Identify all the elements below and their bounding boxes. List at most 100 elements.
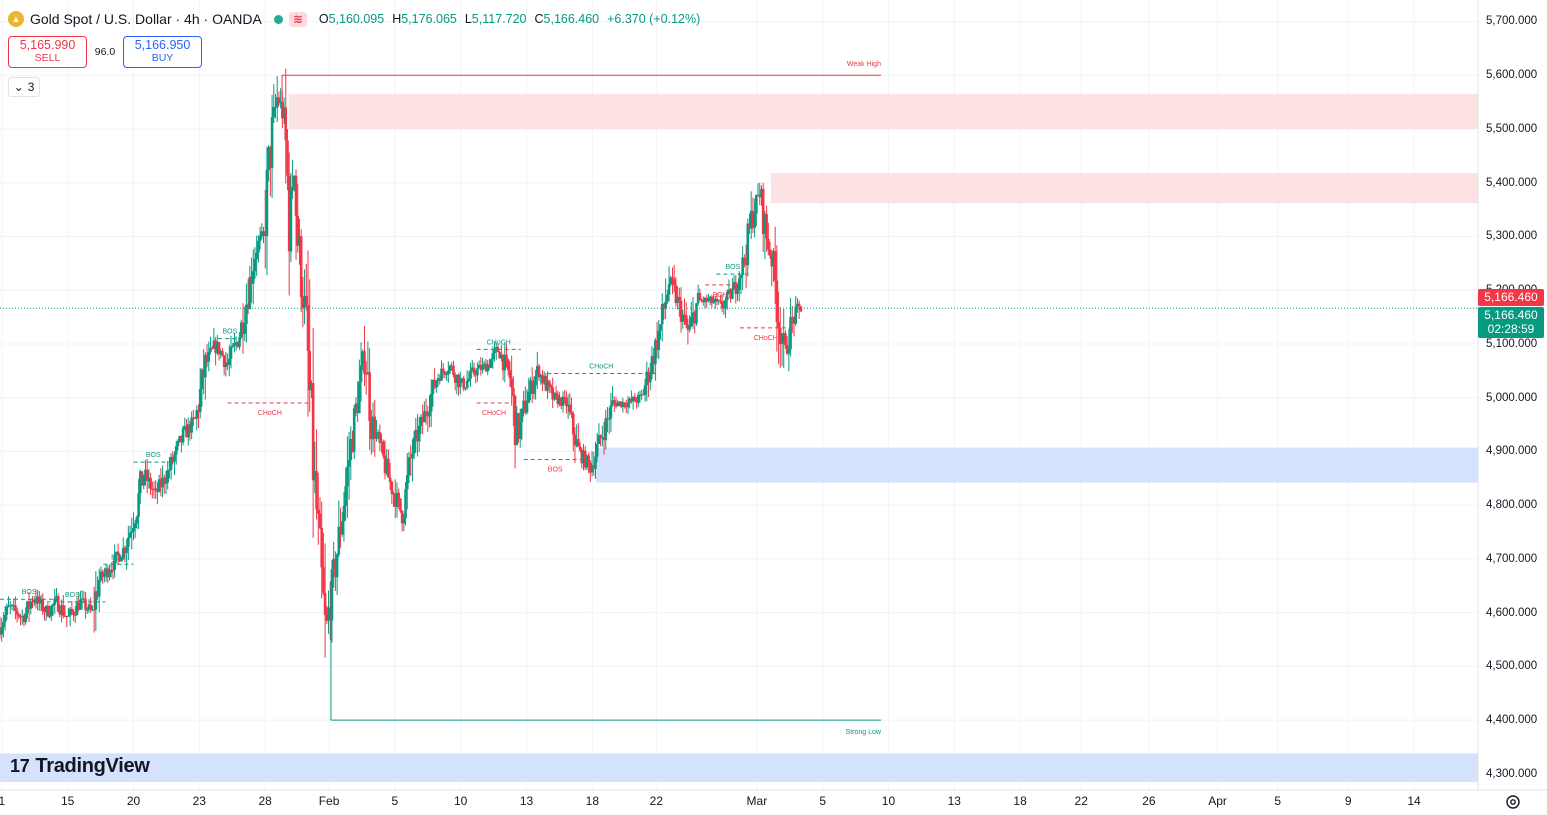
candle-body: [253, 259, 257, 272]
candle-body: [248, 276, 252, 309]
candle-body: [731, 288, 734, 299]
candle-body: [428, 411, 431, 417]
candle-body: [157, 479, 161, 492]
candle-body: [106, 568, 110, 578]
candle-body: [554, 392, 558, 395]
time-tick-label: 18: [1013, 794, 1027, 808]
candle-body: [12, 604, 15, 606]
tradingview-logo[interactable]: 17 TradingView: [10, 755, 150, 778]
candle-body: [551, 387, 555, 400]
candle-body: [537, 365, 541, 378]
candle-body: [577, 439, 580, 447]
structure-label: EQH: [713, 292, 728, 299]
candle-body: [17, 614, 21, 617]
candle-body: [316, 509, 320, 514]
candle-body: [60, 605, 63, 615]
candle-body: [662, 303, 666, 309]
candle-body: [320, 527, 324, 568]
time-tick-label: 20: [126, 794, 141, 808]
candle-body: [108, 572, 111, 578]
candle-body: [749, 210, 753, 229]
candle-body: [611, 400, 614, 405]
candle-body: [746, 223, 750, 266]
candle-body: [147, 477, 151, 482]
candle-body: [210, 347, 214, 349]
candle-body: [619, 401, 623, 407]
candle-body: [599, 435, 602, 439]
candle-body: [695, 303, 698, 324]
symbol-title[interactable]: Gold Spot / U.S. Dollar · 4h · OANDA: [30, 11, 262, 27]
current-price-tag: 5,166.460 02:28:59: [1478, 307, 1544, 338]
candle-body: [672, 279, 676, 286]
candle-body: [715, 298, 719, 301]
candle-body: [748, 223, 751, 229]
indicators-toggle-button[interactable]: ⌄ 3: [8, 77, 40, 97]
candle-body: [744, 261, 748, 266]
candle-body: [676, 296, 679, 304]
candle-body: [116, 551, 120, 555]
ohlc-open: O5,160.095: [318, 12, 385, 26]
candle-body: [380, 441, 383, 443]
ohlc-low: L5,117.720: [464, 12, 527, 26]
buy-price: 5,166.950: [134, 38, 191, 52]
candle-body: [789, 317, 792, 350]
candle-body: [409, 457, 412, 459]
candle-body: [142, 476, 146, 486]
candle-body: [741, 257, 744, 276]
candle-body: [85, 609, 89, 611]
candle-body: [570, 411, 573, 414]
candle-body: [482, 363, 486, 365]
candle-body: [63, 615, 67, 617]
candle-body: [397, 492, 401, 499]
candle-body: [756, 194, 760, 196]
candle-body: [417, 425, 421, 442]
candle-body: [530, 380, 534, 395]
last-price-tag: 5,166.460: [1478, 289, 1544, 306]
candle-body: [31, 601, 34, 603]
wave-indicator-icon[interactable]: ≋: [288, 11, 307, 27]
candle-body: [371, 416, 375, 440]
time-scale[interactable]: 1 15 20 23 28 Feb 5 10 13 18 22 Mar 5 10 13 18 22 26 Apr 5 9…: [0, 790, 1478, 815]
candle-body: [681, 314, 685, 322]
candle-body: [65, 615, 69, 617]
candle-body: [103, 573, 106, 577]
candle-body: [149, 477, 152, 489]
candle-body: [19, 616, 22, 618]
candle-body: [26, 601, 29, 614]
candle-body: [544, 375, 548, 391]
candle-body: [768, 249, 772, 256]
gear-icon[interactable]: [1503, 792, 1523, 812]
candle-body: [200, 369, 204, 390]
candle-body: [162, 477, 166, 484]
candle-body: [732, 282, 736, 289]
price-scale[interactable]: 5,700.000 5,600.000 5,500.000 5,400.000 5,30…: [1478, 0, 1547, 790]
time-tick-label: Mar: [746, 794, 768, 808]
candle-body: [192, 417, 195, 419]
candle-body: [27, 601, 31, 609]
candle-body: [7, 605, 10, 607]
candle-body: [477, 364, 481, 369]
candle-body: [10, 605, 14, 607]
buy-button[interactable]: 5,166.950 BUY: [123, 36, 202, 68]
candle-body: [549, 385, 553, 388]
candle-body: [34, 599, 38, 604]
candle-body: [518, 422, 522, 439]
structure-label: CHoCH: [589, 364, 613, 371]
candle-body: [727, 289, 731, 292]
supply-zone: [288, 94, 1479, 129]
candle-body: [534, 376, 537, 386]
candle-body: [219, 351, 223, 355]
candle-body: [198, 389, 202, 413]
candle-body: [332, 558, 335, 570]
candle-body: [701, 300, 705, 303]
candle-body: [121, 547, 125, 558]
candle-body: [173, 454, 176, 462]
candle-body: [229, 346, 233, 359]
sell-button[interactable]: 5,165.990 SELL: [8, 36, 87, 68]
price-tick-label: 5,100.000: [1486, 337, 1538, 350]
candle-body: [506, 359, 510, 371]
candle-body: [717, 300, 720, 302]
candle-body: [130, 531, 134, 533]
price-tick-label: 5,500.000: [1486, 122, 1538, 135]
